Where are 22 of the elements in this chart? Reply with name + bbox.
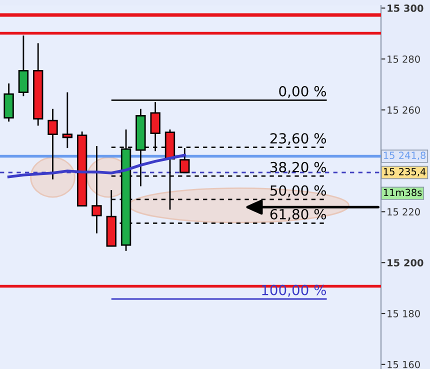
y-tick-label: 15 160 [388, 360, 420, 368]
y-tick-label: 15 280 [388, 55, 420, 63]
annotation: 38,20 % [270, 162, 326, 174]
candlestick [48, 108, 58, 180]
candlestick [4, 82, 14, 122]
annotation: 61,80 % [270, 208, 326, 221]
y-tick-label: 15 200 [388, 259, 424, 266]
candlestick [18, 34, 29, 97]
ref-line-label: 15 241,8 [384, 152, 426, 160]
annotation: 50,00 % [270, 185, 326, 198]
text: 11m38s [384, 188, 422, 196]
y-tick-label: 15 260 [388, 106, 420, 114]
y-tick-label: 15 300 [388, 4, 424, 12]
candlestick [180, 147, 190, 174]
y-tick-label: 15 180 [388, 310, 420, 318]
ref-line-label: 15 235,4 [384, 168, 426, 176]
candlestick [62, 92, 72, 149]
annotation: 23,60 % [270, 133, 326, 146]
annotation: 100,00 % [262, 284, 326, 297]
y-tick-label: 15 220 [388, 208, 420, 216]
annotation: 0,00 % [279, 86, 326, 98]
candlestick [92, 145, 102, 234]
